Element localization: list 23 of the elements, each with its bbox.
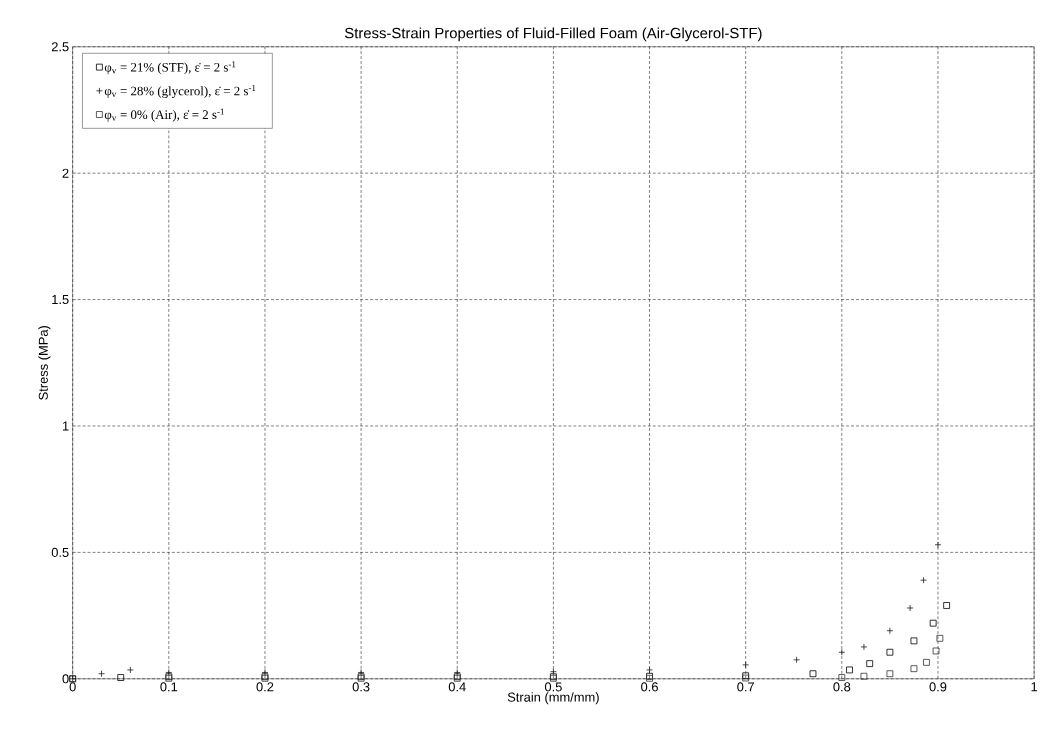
y-tick-label: 1: [62, 421, 69, 431]
x-tick-label: 0.4: [448, 682, 466, 692]
x-tick-label: 0.9: [929, 682, 947, 692]
legend-label: φ$_{v}$ = 21% (STF), ε̇ = 2 s$^{-1}$: [104, 61, 236, 75]
x-tick-label: 1: [1031, 682, 1038, 692]
x-tick-label: 0.3: [352, 682, 370, 692]
legend-label: φ$_{v}$ = 28% (glycerol), ε̇ = 2 s$^{-1}$: [104, 85, 256, 99]
y-tick-label: 0: [62, 674, 69, 684]
x-tick-label: 0: [69, 682, 76, 692]
legend-label: φ$_{v}$ = 0% (Air), ε̇ = 2 s$^{-1}$: [104, 108, 224, 122]
y-tick-label: 2: [62, 168, 69, 178]
chart-title: Stress-Strain Properties of Fluid-Filled Foam (Air-Glycerol-STF): [344, 27, 762, 42]
x-tick-label: 0.8: [833, 682, 851, 692]
x-tick-label: 0.5: [544, 682, 562, 692]
x-tick-label: 0.7: [737, 682, 754, 692]
x-tick-label: 0.1: [160, 682, 178, 692]
x-axis-title: Strain (mm/mm): [507, 692, 599, 705]
y-axis-title: Stress (MPa): [38, 326, 51, 401]
x-tick-label: 0.2: [256, 682, 274, 692]
x-tick-label: 0.6: [641, 682, 658, 692]
y-tick-label: 0.5: [51, 548, 69, 558]
y-tick-label: 2.5: [51, 42, 69, 52]
y-tick-label: 1.5: [52, 295, 69, 305]
